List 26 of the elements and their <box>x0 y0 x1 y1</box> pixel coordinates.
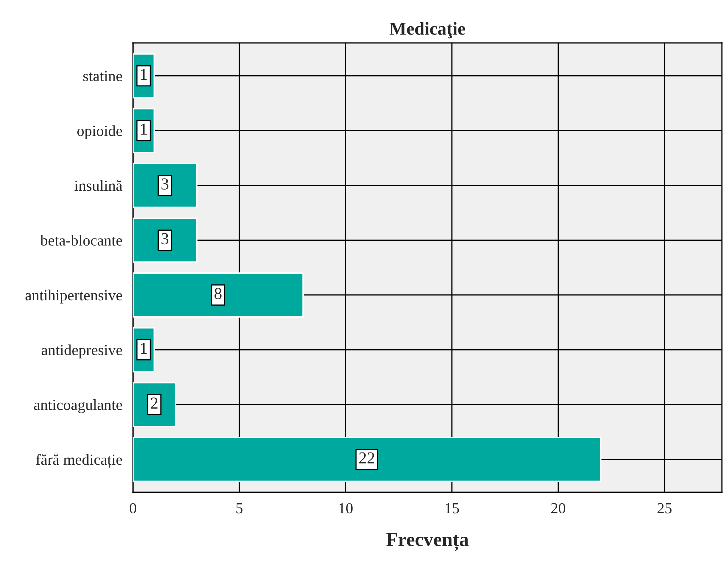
data-label: 22 <box>360 452 375 464</box>
data-label: 8 <box>214 288 222 300</box>
data-label: 1 <box>141 124 148 135</box>
data-label: 3 <box>162 178 169 190</box>
data-label: 2 <box>151 398 158 409</box>
bar <box>133 272 304 318</box>
y-tick-label: beta-blocante <box>40 235 122 246</box>
x-tick-label: 0 <box>130 503 136 514</box>
data-label: 3 <box>162 233 169 245</box>
x-tick-label: 20 <box>551 503 566 514</box>
x-tick-label: 25 <box>658 503 672 514</box>
y-tick-label: insulină <box>74 180 123 192</box>
y-tick-label: fără medicație <box>36 454 122 468</box>
y-tick-label: statine <box>84 71 122 82</box>
data-label: 1 <box>141 343 148 354</box>
x-tick-label: 5 <box>236 503 243 514</box>
x-tick-label: 15 <box>446 503 460 514</box>
chart-title: Medicaţie <box>390 22 466 39</box>
bar <box>133 436 602 482</box>
x-axis-title: Frecvența <box>386 533 469 552</box>
x-tick-label: 10 <box>340 503 353 514</box>
y-tick-label: opioide <box>78 126 122 140</box>
y-tick-label: antihipertensive <box>26 290 122 304</box>
y-tick-label: anticoagulante <box>34 400 122 414</box>
data-label: 1 <box>141 69 148 80</box>
y-tick-label: antidepresive <box>42 344 122 359</box>
